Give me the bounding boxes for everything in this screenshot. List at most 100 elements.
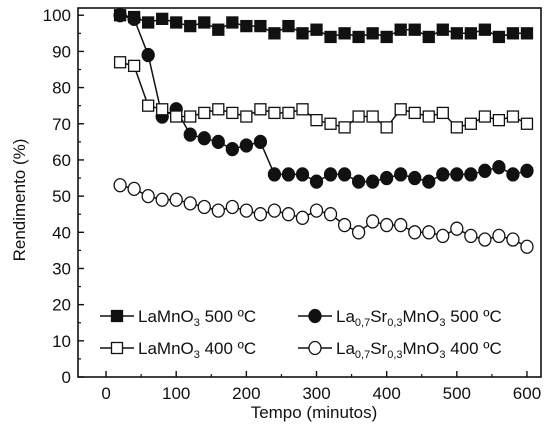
data-point <box>324 117 337 130</box>
data-point <box>226 16 239 29</box>
data-point <box>323 167 338 182</box>
y-tick-label: 100 <box>43 6 71 25</box>
data-point <box>365 214 380 229</box>
data-point <box>142 99 155 112</box>
data-point <box>225 199 239 215</box>
series-line <box>119 14 528 183</box>
data-point <box>309 203 324 218</box>
legend-subscript: 3 <box>439 349 445 361</box>
legend-text-part: MnO <box>403 339 440 358</box>
x-axis-title: Tempo (minutos) <box>251 403 378 422</box>
data-point <box>254 103 267 116</box>
data-point <box>267 203 282 218</box>
data-point <box>422 110 435 123</box>
x-tick-label: 300 <box>302 384 330 403</box>
data-point <box>211 203 225 218</box>
data-point <box>464 27 477 40</box>
series-0 <box>113 9 534 44</box>
data-point <box>338 121 351 134</box>
data-point <box>394 217 408 233</box>
data-point <box>436 23 449 36</box>
legend-text-part: 400 ºC <box>445 339 501 358</box>
x-tick-label: 400 <box>372 384 400 403</box>
data-point <box>520 117 534 130</box>
data-point <box>478 110 492 123</box>
data-point <box>520 27 534 40</box>
y-tick-label: 90 <box>52 42 71 61</box>
y-axis-title: Rendimento (%) <box>10 139 29 262</box>
legend-subscript: 3 <box>439 317 445 329</box>
legend-text-part: 500 ºC <box>445 307 501 326</box>
data-point <box>408 225 422 240</box>
data-point <box>478 163 492 178</box>
legend-text-part: MnO <box>403 307 440 326</box>
data-point <box>422 30 435 44</box>
data-point <box>198 106 211 120</box>
y-tick-label: 50 <box>52 187 71 206</box>
data-point <box>351 225 366 240</box>
data-point <box>352 110 365 123</box>
legend-marker <box>110 309 124 323</box>
data-point <box>183 196 197 211</box>
data-point <box>225 141 239 157</box>
data-point <box>282 19 295 33</box>
data-point <box>394 23 407 36</box>
data-point <box>478 23 492 36</box>
legend-subscript: 0,3 <box>387 317 402 329</box>
legend-text-part: 500 ºC <box>200 307 256 326</box>
legend-label: LaMnO3 500 ºC <box>138 307 256 329</box>
y-tick-label: 30 <box>52 259 71 278</box>
data-point <box>310 23 323 36</box>
legend-marker <box>110 341 124 355</box>
series <box>113 8 534 254</box>
data-point <box>351 174 366 189</box>
data-point <box>240 19 253 33</box>
data-point <box>183 127 197 142</box>
data-point <box>267 167 282 182</box>
data-point <box>253 134 268 150</box>
legend-entry-3: La0,7Sr0,3MnO3 400 ºC <box>298 339 502 361</box>
data-point <box>324 30 337 44</box>
legend-subscript: 0,7 <box>355 349 370 361</box>
legend-entry-0: LaMnO3 500 ºC <box>100 307 256 329</box>
data-point <box>436 167 450 182</box>
data-point <box>380 30 393 44</box>
data-point <box>113 178 127 193</box>
data-point <box>197 131 211 146</box>
data-point <box>254 19 267 33</box>
legend-entry-2: LaMnO3 400 ºC <box>100 339 256 361</box>
data-point <box>155 192 169 207</box>
data-point <box>281 207 296 222</box>
x-tick-label: 0 <box>101 384 110 403</box>
legend-label: LaMnO3 400 ºC <box>138 339 256 361</box>
data-point <box>156 12 169 26</box>
data-point <box>492 113 506 127</box>
data-point <box>141 188 155 204</box>
data-point <box>184 110 197 123</box>
data-point <box>156 103 169 116</box>
series-3 <box>113 178 534 254</box>
data-point <box>296 103 309 116</box>
data-point <box>380 170 394 186</box>
data-point <box>365 174 380 189</box>
data-point <box>212 23 225 36</box>
data-point <box>464 117 477 130</box>
legend-label: La0,7Sr0,3MnO3 400 ºC <box>336 339 502 361</box>
data-point <box>408 170 422 186</box>
ticks: 0 100 200 300 400 500 600 0 10 20 30 40 50 60 70 80 90 10… <box>43 6 542 403</box>
x-tick-label: 600 <box>513 384 541 403</box>
legend-marker <box>308 340 322 356</box>
data-point <box>492 160 506 175</box>
y-tick-label: 60 <box>52 151 71 170</box>
y-tick-label: 0 <box>62 368 71 387</box>
data-point <box>141 47 155 63</box>
data-point <box>295 167 310 182</box>
data-point <box>170 16 183 29</box>
data-point <box>295 210 310 225</box>
data-point <box>309 174 324 189</box>
data-point <box>240 110 253 123</box>
data-point <box>366 27 379 40</box>
legend: LaMnO3 500 ºC La0,7Sr0,3MnO3 500 ºCLaMnO3… <box>100 307 502 361</box>
data-point <box>239 203 254 218</box>
